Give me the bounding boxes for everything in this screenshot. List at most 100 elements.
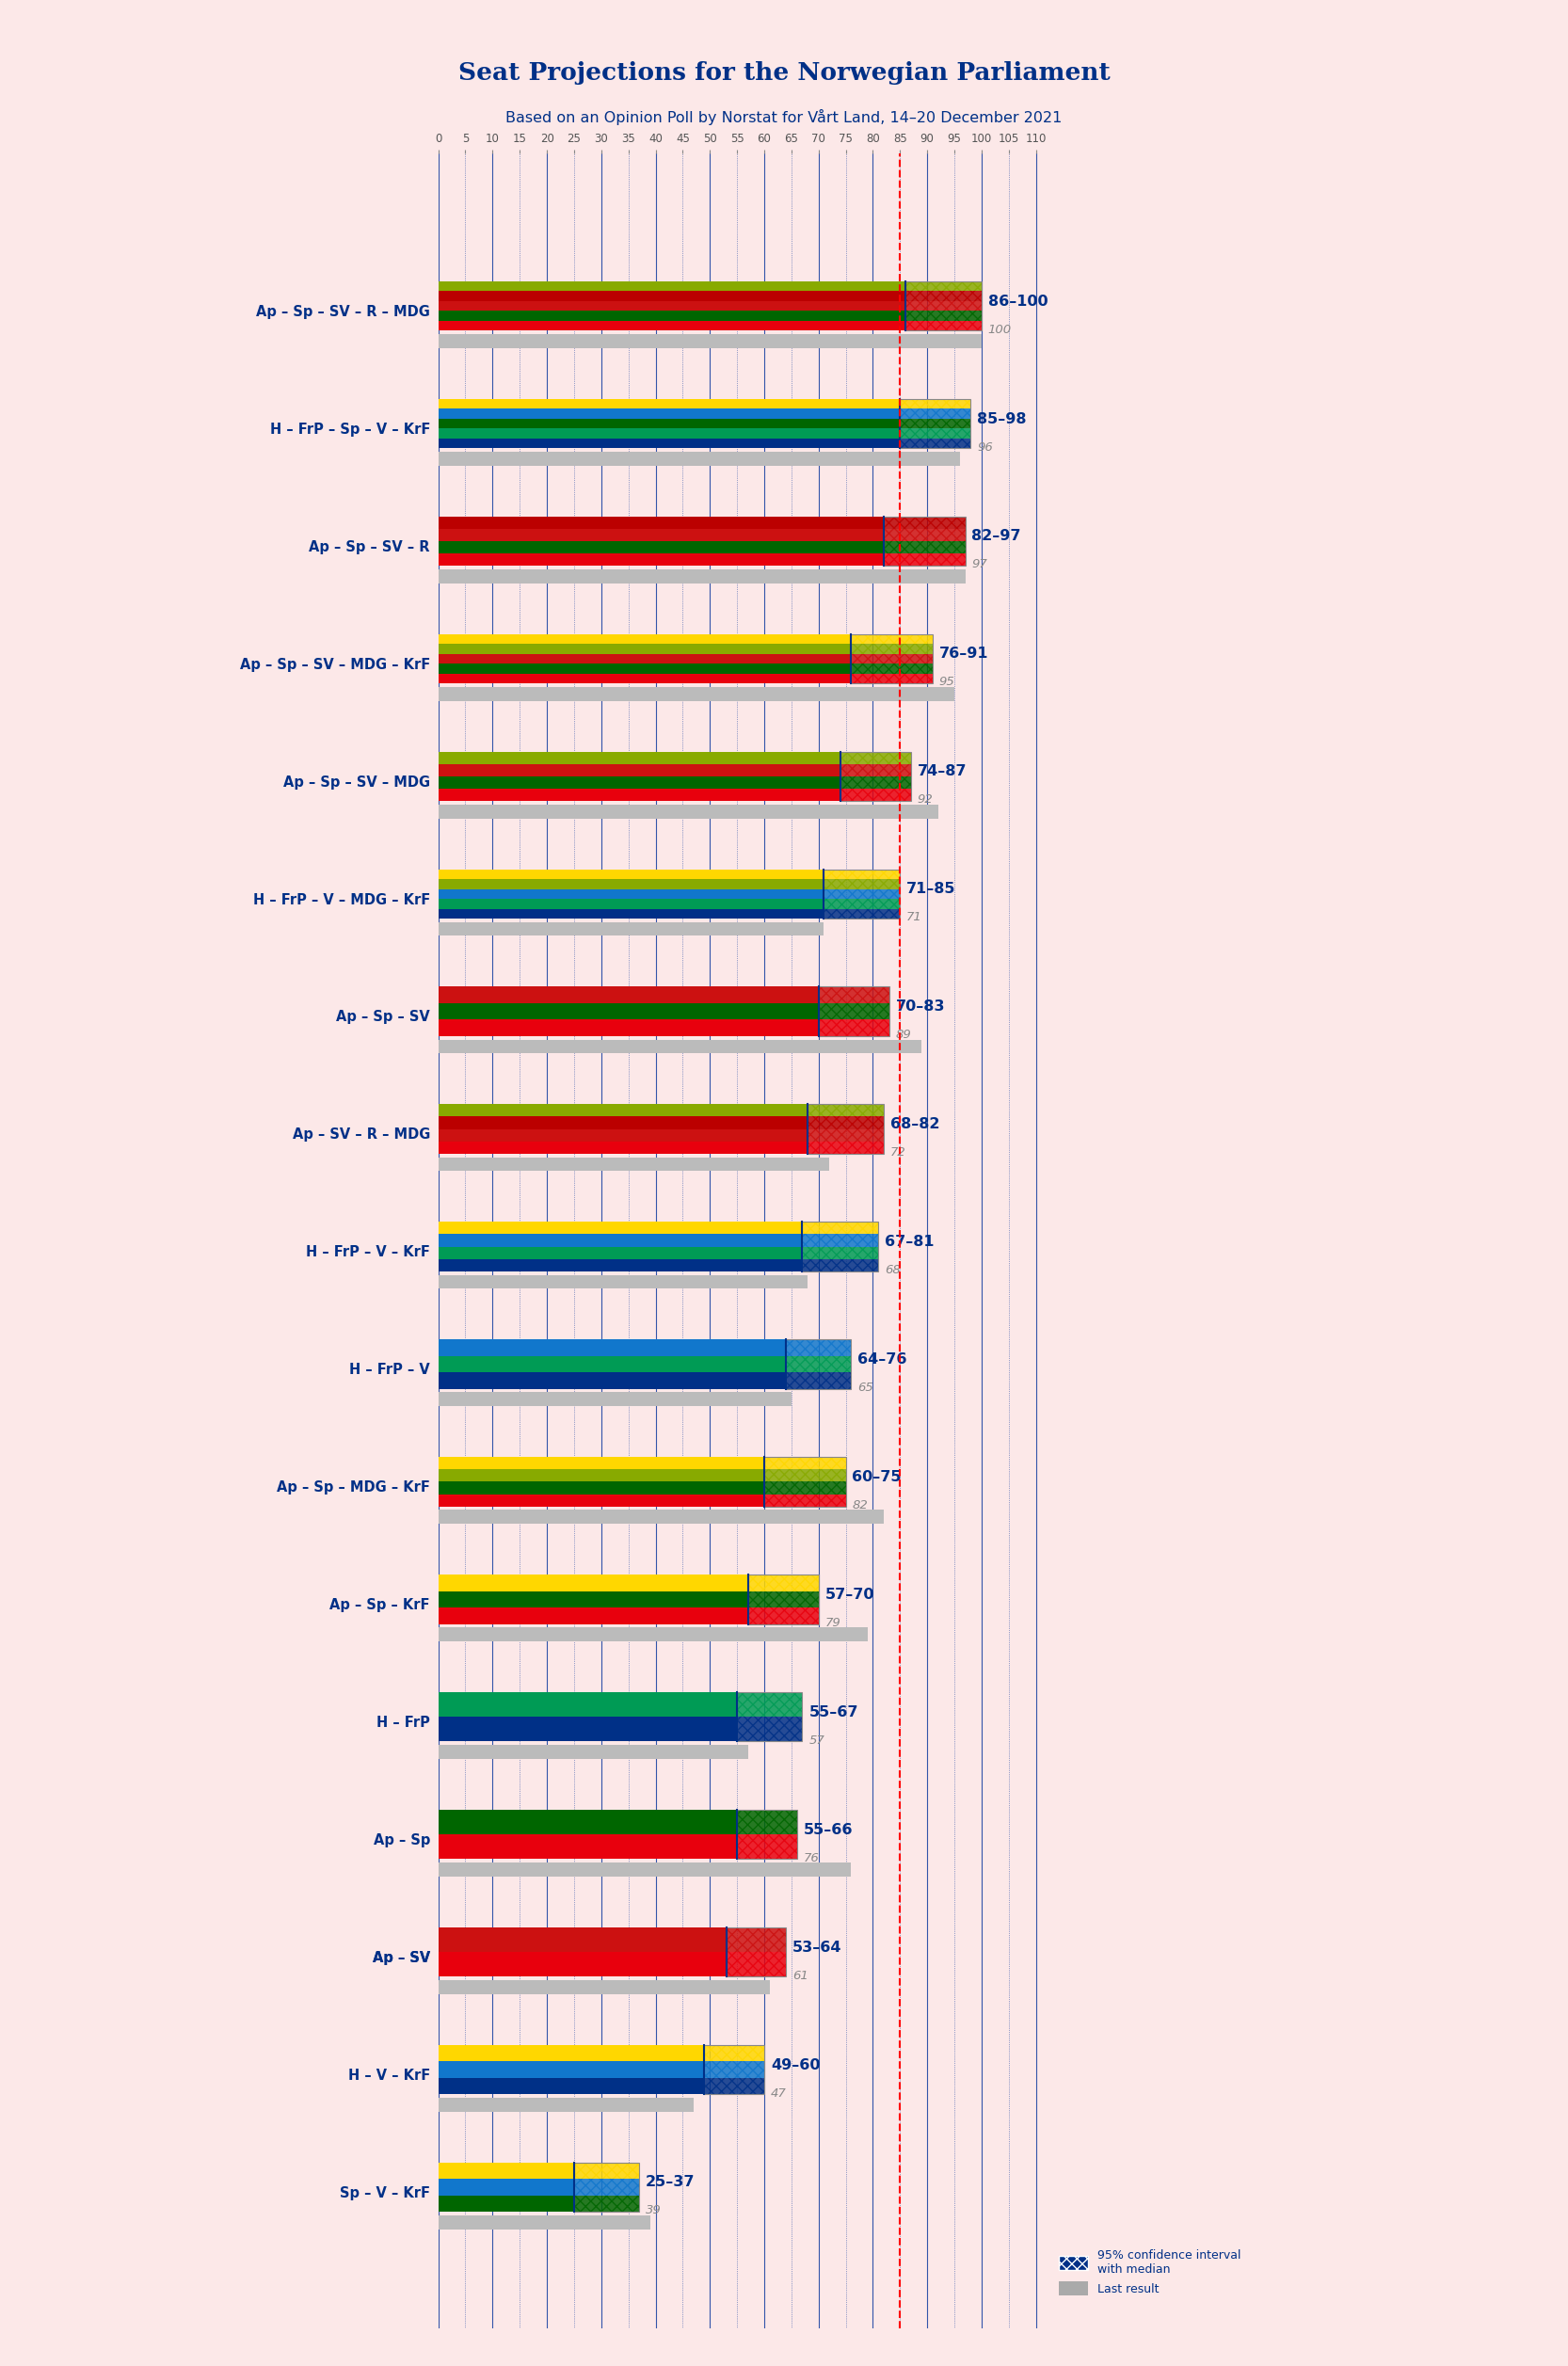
Text: 71–85: 71–85 bbox=[906, 883, 956, 897]
Bar bbox=[437, 1457, 764, 1469]
Bar bbox=[437, 899, 823, 909]
Bar bbox=[764, 1457, 845, 1469]
Bar bbox=[437, 776, 840, 788]
Bar bbox=[900, 400, 971, 409]
Bar bbox=[900, 400, 971, 447]
Bar bbox=[764, 1493, 845, 1507]
Bar bbox=[905, 300, 982, 310]
Text: Ap – Sp – SV – R: Ap – Sp – SV – R bbox=[309, 539, 430, 554]
Bar bbox=[905, 282, 982, 291]
Bar bbox=[574, 2179, 640, 2196]
Bar bbox=[437, 1590, 748, 1607]
Bar bbox=[437, 310, 905, 322]
Bar bbox=[437, 909, 823, 918]
Bar bbox=[726, 1928, 786, 1976]
Bar bbox=[786, 1356, 851, 1372]
Bar bbox=[786, 1339, 851, 1389]
Text: 57: 57 bbox=[809, 1734, 825, 1746]
Bar bbox=[437, 428, 900, 438]
Bar bbox=[737, 1718, 803, 1741]
Text: Seat Projections for the Norwegian Parliament: Seat Projections for the Norwegian Parli… bbox=[458, 62, 1110, 85]
Bar bbox=[437, 686, 955, 700]
Text: 61: 61 bbox=[792, 1969, 808, 1983]
Bar bbox=[437, 1607, 748, 1623]
Bar bbox=[884, 554, 966, 565]
Text: 95: 95 bbox=[939, 677, 955, 689]
Bar bbox=[437, 987, 818, 1003]
Bar bbox=[437, 1510, 884, 1524]
Text: 39: 39 bbox=[646, 2205, 662, 2217]
Text: H – FrP – V: H – FrP – V bbox=[350, 1363, 430, 1377]
Bar bbox=[437, 880, 823, 890]
Text: 79: 79 bbox=[825, 1616, 840, 1628]
Bar bbox=[851, 634, 933, 684]
Bar bbox=[437, 653, 851, 662]
Bar bbox=[851, 662, 933, 674]
Bar bbox=[437, 674, 851, 684]
Bar bbox=[737, 1810, 797, 1834]
Text: 76–91: 76–91 bbox=[939, 646, 988, 660]
Text: 25–37: 25–37 bbox=[646, 2174, 695, 2189]
Text: H – FrP: H – FrP bbox=[376, 1715, 430, 1730]
Bar bbox=[437, 300, 905, 310]
Bar bbox=[437, 1275, 808, 1289]
Bar bbox=[437, 1339, 786, 1356]
Bar bbox=[437, 1862, 851, 1876]
Bar bbox=[437, 570, 966, 582]
Bar bbox=[748, 1590, 818, 1607]
Bar bbox=[437, 764, 840, 776]
Text: Ap – Sp – SV – MDG: Ap – Sp – SV – MDG bbox=[284, 776, 430, 790]
Bar bbox=[437, 2215, 651, 2229]
Bar bbox=[437, 923, 823, 937]
Bar bbox=[818, 987, 889, 1003]
Text: 100: 100 bbox=[988, 324, 1011, 336]
Bar bbox=[808, 1129, 884, 1140]
Bar bbox=[900, 419, 971, 428]
Bar bbox=[748, 1576, 818, 1590]
Bar bbox=[803, 1235, 878, 1247]
Bar bbox=[437, 1928, 726, 1952]
Text: 68: 68 bbox=[884, 1263, 900, 1275]
Text: 72: 72 bbox=[891, 1148, 906, 1159]
Bar bbox=[437, 1810, 737, 1834]
Text: 67–81: 67–81 bbox=[884, 1235, 935, 1249]
Text: 60–75: 60–75 bbox=[853, 1469, 902, 1483]
Bar bbox=[437, 1980, 770, 1995]
Text: 53–64: 53–64 bbox=[792, 1940, 842, 1954]
Bar bbox=[786, 1372, 851, 1389]
Bar bbox=[437, 1020, 818, 1036]
Bar bbox=[748, 1576, 818, 1623]
Bar bbox=[437, 1129, 808, 1140]
Bar bbox=[437, 2044, 704, 2061]
Bar bbox=[437, 868, 823, 880]
Bar bbox=[808, 1140, 884, 1155]
Text: Sp – V – KrF: Sp – V – KrF bbox=[340, 2186, 430, 2200]
Text: 82: 82 bbox=[853, 1500, 869, 1512]
Bar bbox=[437, 400, 900, 409]
Bar bbox=[437, 1746, 748, 1758]
Bar bbox=[764, 1457, 845, 1507]
Bar bbox=[437, 291, 905, 300]
Bar bbox=[764, 1481, 845, 1493]
Bar bbox=[823, 880, 900, 890]
Text: Ap – SV – R – MDG: Ap – SV – R – MDG bbox=[292, 1129, 430, 1143]
Bar bbox=[786, 1339, 851, 1356]
Text: 86–100: 86–100 bbox=[988, 293, 1047, 308]
Bar bbox=[437, 1247, 803, 1259]
Bar bbox=[900, 409, 971, 419]
Bar bbox=[437, 554, 884, 565]
Text: 76: 76 bbox=[803, 1853, 818, 1864]
Bar bbox=[437, 438, 900, 447]
Text: 55–66: 55–66 bbox=[803, 1822, 853, 1836]
Text: 65: 65 bbox=[858, 1382, 873, 1394]
Bar bbox=[437, 1140, 808, 1155]
Text: Ap – Sp – SV: Ap – Sp – SV bbox=[336, 1010, 430, 1024]
Bar bbox=[840, 788, 911, 802]
Bar bbox=[437, 890, 823, 899]
Bar bbox=[437, 662, 851, 674]
Bar bbox=[884, 528, 966, 542]
Bar bbox=[737, 1834, 797, 1860]
Bar bbox=[823, 868, 900, 880]
Bar bbox=[818, 987, 889, 1036]
Bar bbox=[905, 282, 982, 331]
